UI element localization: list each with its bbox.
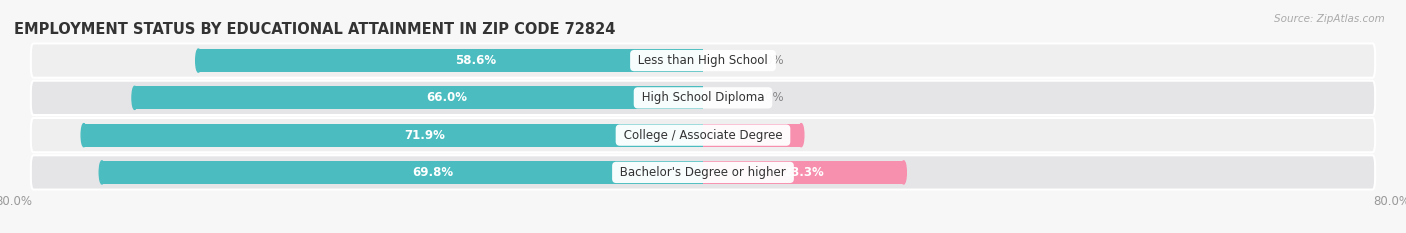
Circle shape — [901, 161, 907, 184]
Text: 66.0%: 66.0% — [427, 91, 468, 104]
Bar — [101, 161, 703, 184]
Bar — [198, 49, 703, 72]
FancyBboxPatch shape — [31, 118, 1375, 152]
Bar — [703, 161, 904, 184]
Text: EMPLOYMENT STATUS BY EDUCATIONAL ATTAINMENT IN ZIP CODE 72824: EMPLOYMENT STATUS BY EDUCATIONAL ATTAINM… — [14, 22, 616, 37]
Circle shape — [799, 123, 804, 147]
Bar — [703, 123, 801, 147]
Circle shape — [82, 123, 87, 147]
Text: 0.0%: 0.0% — [755, 54, 785, 67]
Circle shape — [195, 49, 201, 72]
Text: Bachelor's Degree or higher: Bachelor's Degree or higher — [616, 166, 790, 179]
Text: College / Associate Degree: College / Associate Degree — [620, 129, 786, 142]
Text: 69.8%: 69.8% — [412, 166, 453, 179]
Text: Source: ZipAtlas.com: Source: ZipAtlas.com — [1274, 14, 1385, 24]
Text: 23.3%: 23.3% — [783, 166, 824, 179]
Text: High School Diploma: High School Diploma — [638, 91, 768, 104]
Text: 0.0%: 0.0% — [755, 91, 785, 104]
Text: 58.6%: 58.6% — [456, 54, 496, 67]
FancyBboxPatch shape — [31, 155, 1375, 190]
Text: 11.4%: 11.4% — [731, 129, 772, 142]
FancyBboxPatch shape — [31, 43, 1375, 78]
Text: Less than High School: Less than High School — [634, 54, 772, 67]
FancyBboxPatch shape — [31, 81, 1375, 115]
Text: 71.9%: 71.9% — [404, 129, 444, 142]
Bar — [84, 123, 703, 147]
Circle shape — [132, 86, 138, 110]
Bar — [135, 86, 703, 110]
Circle shape — [100, 161, 104, 184]
